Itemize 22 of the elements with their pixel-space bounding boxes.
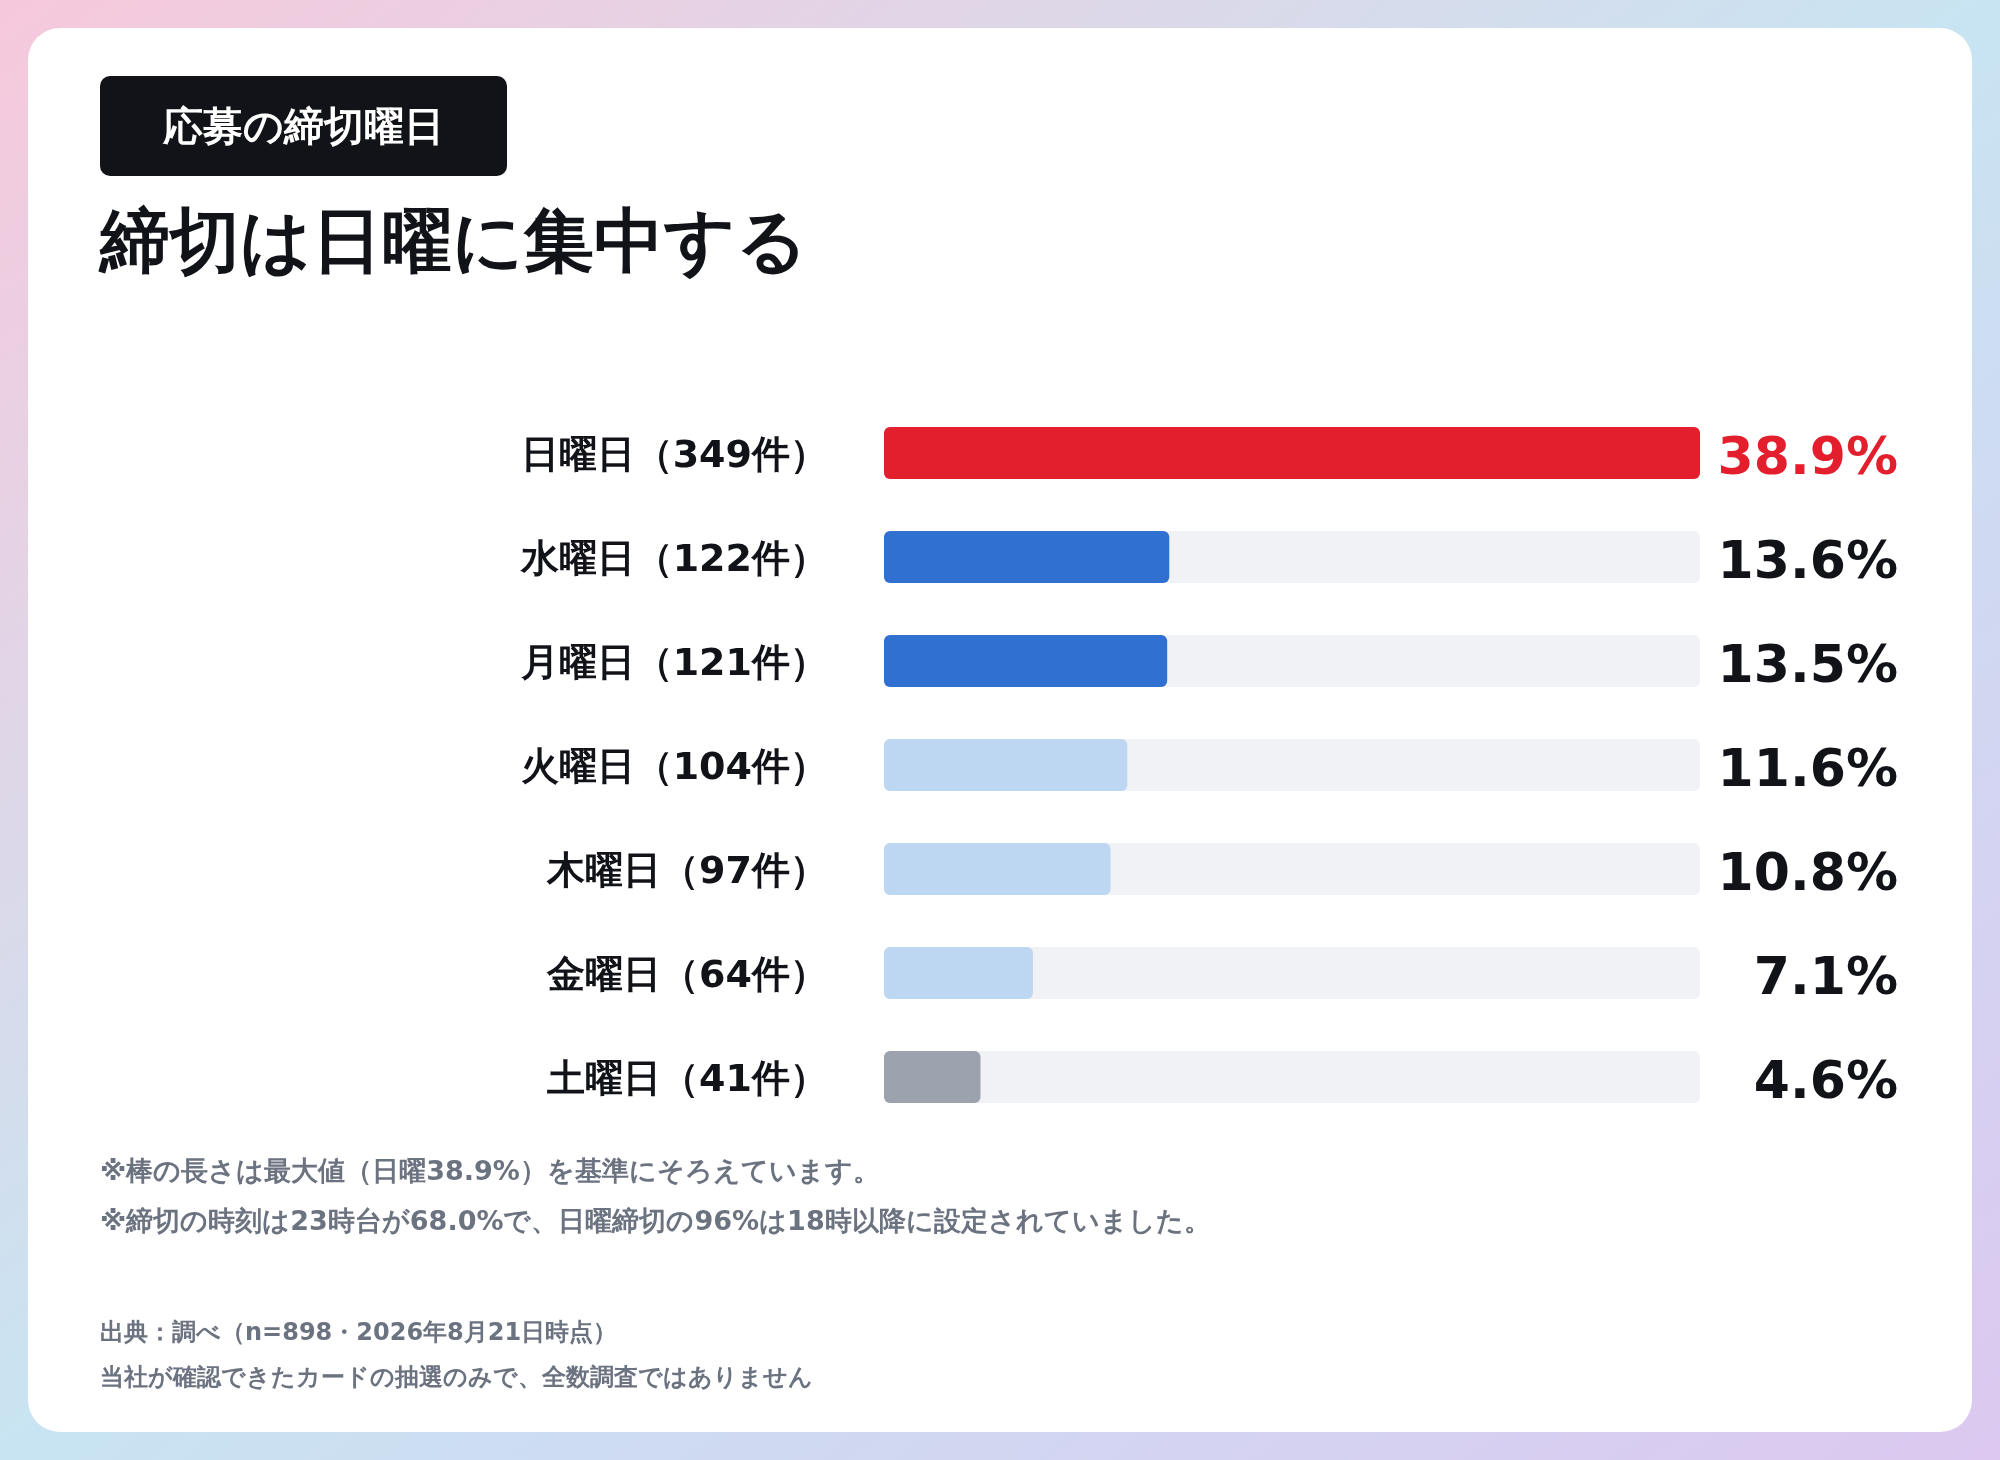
y-tick-label: 金曜日（64件） bbox=[546, 952, 828, 996]
data-label: 10.8% bbox=[1717, 842, 1898, 902]
y-tick-label: 月曜日（121件） bbox=[519, 640, 828, 684]
chart-title: 締切は日曜に集中する bbox=[98, 200, 808, 282]
y-tick-label: 土曜日（41件） bbox=[547, 1056, 828, 1100]
y-tick-label: 木曜日（97件） bbox=[546, 848, 828, 892]
data-label: 13.5% bbox=[1717, 634, 1898, 694]
text: 当社が確認できたカードの抽選のみで、全数調査ではありません bbox=[100, 1363, 813, 1391]
y-tick-label: 日曜日（349件） bbox=[520, 432, 828, 476]
text: 応募の締切曜日 bbox=[161, 103, 444, 149]
source-note: 出典：調べ（n=898・2026年8月21日時点） bbox=[100, 1318, 618, 1346]
data-label: 7.1% bbox=[1753, 946, 1898, 1006]
data-label: 4.6% bbox=[1753, 1050, 1898, 1110]
data-label: 11.6% bbox=[1717, 738, 1898, 798]
data-label: 13.6% bbox=[1717, 530, 1898, 590]
bar bbox=[884, 1051, 981, 1103]
text: ※棒の長さは最大値（日曜38.9%）を基準にそろえています。 bbox=[100, 1155, 880, 1186]
y-tick-label: 水曜日（122件） bbox=[519, 536, 828, 580]
bar bbox=[884, 947, 1033, 999]
y-tick-label: 火曜日（104件） bbox=[520, 744, 828, 788]
text: ※締切の時刻は23時台が68.0%で、日曜締切の96%は18時以降に設定されていました。 bbox=[100, 1205, 1211, 1236]
data-label: 38.9% bbox=[1717, 426, 1898, 486]
